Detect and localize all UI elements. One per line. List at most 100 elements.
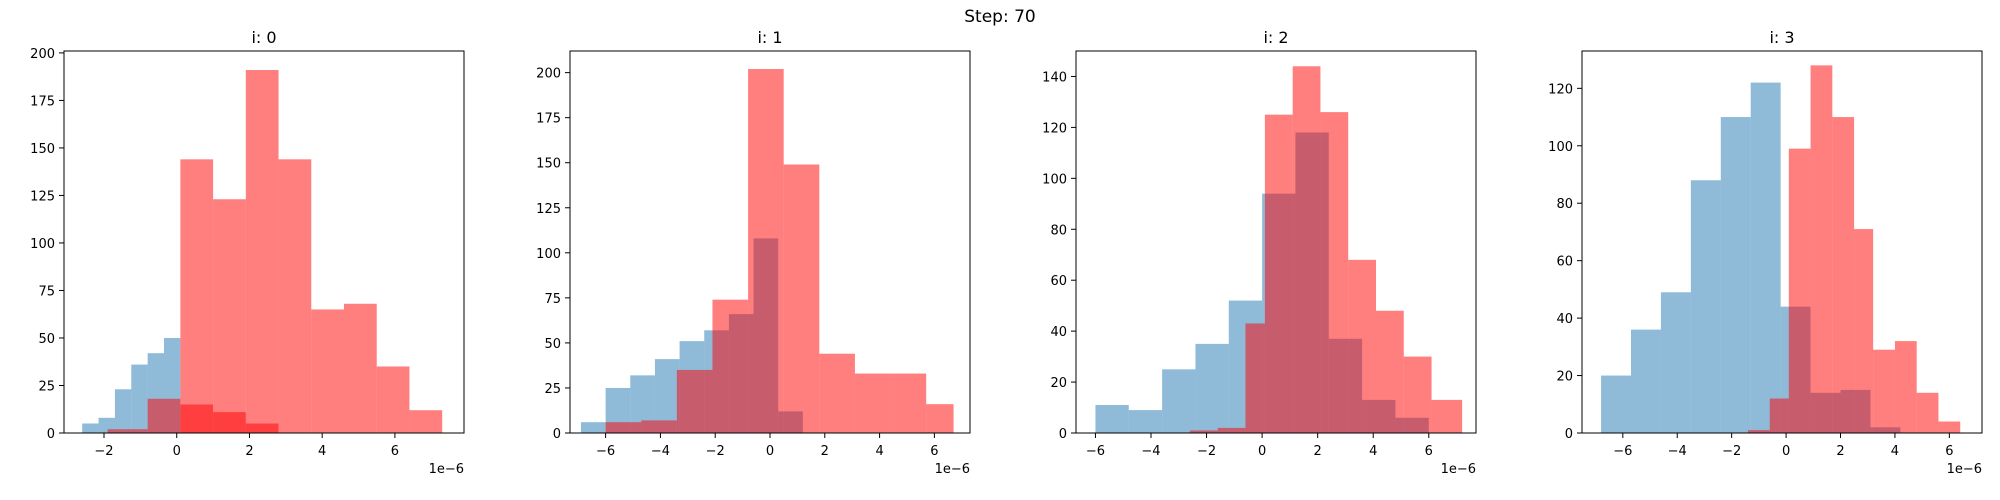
x-tick-label: −2 (1197, 444, 1216, 459)
y-tick-label: 100 (1548, 140, 1573, 155)
y-tick-label: 120 (1042, 121, 1067, 136)
y-tick-label: 175 (536, 112, 561, 127)
x-tick-label: −6 (1086, 444, 1105, 459)
y-tick-label: 50 (544, 337, 561, 352)
x-offset-label: 1e−6 (1441, 462, 1476, 477)
y-tick-label: 80 (1050, 223, 1067, 238)
histogram-bar (1431, 399, 1463, 433)
histogram-bar (605, 422, 642, 433)
histogram-bar (1195, 343, 1229, 433)
y-tick-label: 125 (30, 189, 55, 204)
y-tick-label: 50 (38, 332, 55, 347)
y-tick-label: 0 (1059, 427, 1067, 442)
panel-title: i: 1 (757, 28, 782, 47)
y-tick-label: 80 (1556, 197, 1573, 212)
x-tick-label: 0 (766, 444, 774, 459)
histogram-bar (1894, 341, 1917, 433)
y-tick-label: 100 (30, 237, 55, 252)
x-tick-label: 4 (875, 444, 883, 459)
x-tick-label: 4 (1891, 444, 1899, 459)
histogram-bar (1162, 369, 1196, 433)
histogram-bar (819, 353, 855, 433)
y-tick-label: 20 (1556, 370, 1573, 385)
histogram-bar (748, 69, 784, 434)
y-tick-label: 40 (1556, 312, 1573, 327)
y-tick-label: 175 (30, 94, 55, 109)
x-tick-label: 2 (245, 444, 253, 459)
histogram-bar (1128, 410, 1163, 433)
y-tick-label: 0 (553, 427, 561, 442)
axes-frame (1581, 50, 1983, 434)
histogram-bar (1938, 421, 1961, 433)
histogram-bar (1660, 292, 1691, 433)
histogram-bar (1788, 148, 1811, 434)
x-tick-label: 2 (821, 444, 829, 459)
histogram-bar (1854, 229, 1874, 433)
x-tick-label: 4 (318, 444, 326, 459)
x-tick-label: 6 (391, 444, 399, 459)
x-tick-label: 0 (1782, 444, 1790, 459)
y-tick-label: 100 (1042, 172, 1067, 187)
panel-title: i: 3 (1769, 28, 1794, 47)
x-offset-label: 1e−6 (935, 462, 970, 477)
histogram-bar (1601, 375, 1631, 433)
histogram-bar (783, 164, 820, 434)
histogram-bar (1264, 114, 1293, 434)
histogram-bar (1916, 392, 1939, 433)
y-tick-label: 100 (536, 247, 561, 262)
axes-frame (1075, 50, 1477, 434)
x-offset-label: 1e−6 (1947, 462, 1982, 477)
histogram-bar (641, 420, 677, 433)
histogram-bar (180, 159, 214, 433)
x-tick-label: −6 (1613, 444, 1632, 459)
y-tick-label: 60 (1050, 274, 1067, 289)
y-tick-label: 60 (1556, 255, 1573, 270)
histogram-bar (1095, 404, 1129, 433)
histogram-bar (1747, 430, 1770, 433)
y-tick-label: 25 (38, 379, 55, 394)
y-tick-label: 120 (1548, 82, 1573, 97)
histogram-bar (1320, 112, 1349, 434)
x-tick-label: 6 (1425, 444, 1433, 459)
histogram-bar (1832, 117, 1855, 433)
histogram-bar (1690, 180, 1721, 433)
y-tick-label: 40 (1050, 325, 1067, 340)
histogram-bar (1292, 66, 1321, 433)
x-tick-label: −6 (596, 444, 615, 459)
histogram-bar (107, 429, 148, 433)
histogram-bar (114, 389, 132, 433)
x-tick-label: 0 (173, 444, 181, 459)
x-tick-label: 4 (1369, 444, 1377, 459)
panel-title: i: 2 (1263, 28, 1288, 47)
histogram-bar (1245, 323, 1265, 433)
histogram-bar (1810, 65, 1833, 433)
x-tick-label: −2 (1722, 444, 1741, 459)
x-tick-label: 6 (1945, 444, 1953, 459)
histogram-bar (1630, 329, 1661, 433)
y-tick-label: 200 (30, 47, 55, 62)
y-tick-label: 0 (47, 427, 55, 442)
histogram-bar (344, 303, 377, 433)
histogram-bar (1750, 82, 1781, 433)
y-tick-label: 75 (38, 284, 55, 299)
x-tick-label: 2 (1836, 444, 1844, 459)
y-tick-label: 0 (1565, 427, 1573, 442)
y-tick-label: 150 (536, 157, 561, 172)
histogram-panel-0: −2 0 2 4 6 0 25 50 75 100 125 150 175 200 i: 0 1e−6 (30, 28, 465, 477)
histogram-bar (854, 373, 891, 433)
y-tick-label: 20 (1050, 376, 1067, 391)
x-offset-label: 1e−6 (429, 462, 464, 477)
x-tick-label: −2 (94, 444, 113, 459)
histogram-bar (1720, 117, 1751, 433)
histogram-bar (311, 309, 344, 433)
histogram-bar (213, 199, 246, 433)
histogram-bar (1376, 310, 1404, 433)
histogram-bar (1348, 259, 1376, 433)
histogram-bar (278, 159, 312, 433)
x-tick-label: −4 (1668, 444, 1687, 459)
histogram-bar (1189, 430, 1218, 433)
histogram-bar (712, 299, 749, 433)
figure-title: Step: 70 (964, 7, 1036, 27)
